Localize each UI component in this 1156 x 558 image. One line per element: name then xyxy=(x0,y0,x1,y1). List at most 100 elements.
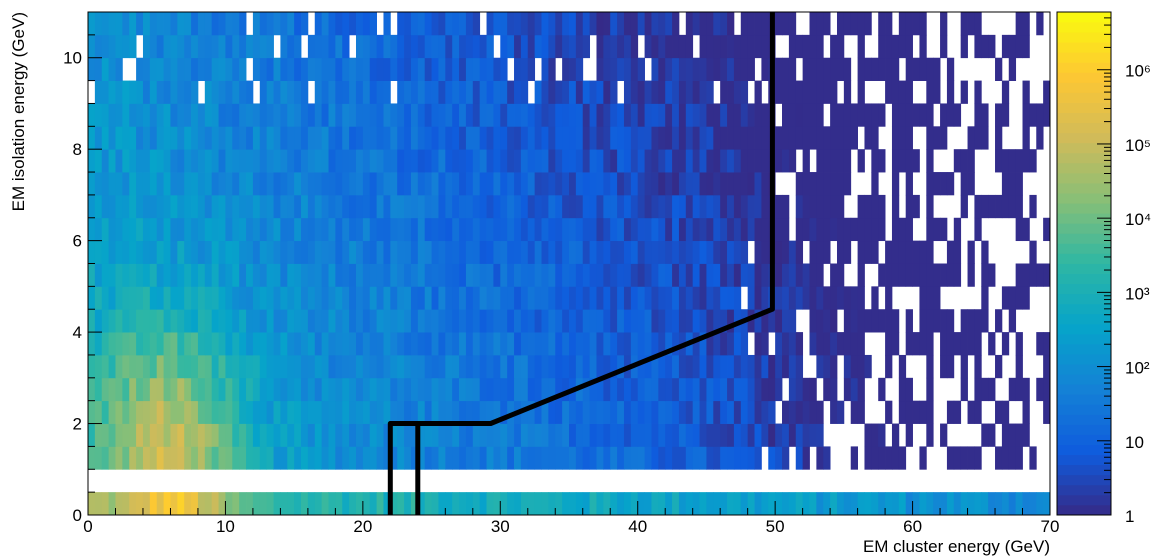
heatmap-cell xyxy=(843,332,852,356)
heatmap-cell xyxy=(355,80,364,104)
heatmap-cell xyxy=(246,80,254,104)
heatmap-cell xyxy=(562,446,570,470)
heatmap-cell xyxy=(301,217,309,242)
heatmap-cell xyxy=(287,80,295,104)
heatmap-cell xyxy=(527,240,536,264)
heatmap-cell xyxy=(692,492,700,516)
heatmap-cell xyxy=(163,217,171,242)
heatmap-cell xyxy=(967,172,975,196)
heatmap-cell xyxy=(644,34,652,59)
heatmap-cell xyxy=(355,286,364,310)
heatmap-cell xyxy=(142,12,151,36)
heatmap-cell xyxy=(940,126,948,150)
color-scale-step xyxy=(1057,384,1111,395)
heatmap-cell xyxy=(727,332,735,356)
heatmap-cell xyxy=(280,34,288,59)
heatmap-cell xyxy=(562,286,570,310)
heatmap-cell xyxy=(520,377,529,402)
heatmap-cell xyxy=(479,309,487,333)
heatmap-cell xyxy=(967,263,975,287)
heatmap-cell xyxy=(507,103,515,127)
heatmap-cell xyxy=(775,194,783,219)
heatmap-cell xyxy=(727,492,735,516)
heatmap-cell xyxy=(898,149,907,173)
heatmap-cell xyxy=(486,103,494,127)
heatmap-cell xyxy=(390,34,398,59)
heatmap-cell xyxy=(658,217,666,242)
heatmap-cell xyxy=(342,34,350,59)
color-scale-step xyxy=(1057,303,1111,315)
heatmap-cell xyxy=(864,194,872,219)
heatmap-cell xyxy=(527,263,536,287)
heatmap-cell xyxy=(562,354,570,379)
heatmap-cell xyxy=(459,172,467,196)
heatmap-cell xyxy=(891,172,900,196)
heatmap-cell xyxy=(727,34,735,59)
heatmap-cell xyxy=(184,446,192,470)
heatmap-cell xyxy=(809,126,817,150)
heatmap-cell xyxy=(1015,492,1023,516)
heatmap-cell xyxy=(335,57,343,81)
heatmap-cell xyxy=(1001,194,1010,219)
heatmap-cell xyxy=(404,309,412,333)
heatmap-cell xyxy=(94,286,103,310)
heatmap-cell xyxy=(142,286,151,310)
heatmap-cell xyxy=(321,240,329,264)
heatmap-cell xyxy=(452,286,460,310)
heatmap-cell xyxy=(507,194,515,219)
heatmap-cell xyxy=(891,103,900,127)
heatmap-cell xyxy=(885,354,893,379)
heatmap-cell xyxy=(919,263,927,287)
heatmap-cell xyxy=(191,240,199,264)
heatmap-cell xyxy=(342,194,350,219)
heatmap-cell xyxy=(672,354,680,379)
heatmap-cell xyxy=(727,446,735,470)
heatmap-cell xyxy=(177,446,185,470)
heatmap-cell xyxy=(775,332,783,356)
heatmap-cell xyxy=(582,194,591,219)
heatmap-cell xyxy=(569,103,577,127)
heatmap-cell xyxy=(252,172,261,196)
heatmap-cell xyxy=(259,126,268,150)
heatmap-cell xyxy=(782,80,790,104)
heatmap-cell xyxy=(596,103,604,127)
heatmap-cell xyxy=(514,423,522,447)
heatmap-cell xyxy=(878,217,886,242)
heatmap-cell xyxy=(301,172,309,196)
heatmap-cell xyxy=(211,103,219,127)
heatmap-cell xyxy=(115,34,123,59)
heatmap-cell xyxy=(115,446,123,470)
heatmap-cell xyxy=(644,103,652,127)
heatmap-cell xyxy=(555,423,563,447)
heatmap-cell xyxy=(665,377,673,402)
heatmap-cell xyxy=(1022,12,1030,36)
heatmap-cell xyxy=(555,446,563,470)
heatmap-cell xyxy=(816,332,824,356)
heatmap-cell xyxy=(1001,286,1010,310)
heatmap-cell xyxy=(617,263,625,287)
heatmap-cell xyxy=(417,126,426,150)
heatmap-cell xyxy=(239,172,247,196)
heatmap-cell xyxy=(775,446,783,470)
heatmap-cell xyxy=(548,354,556,379)
heatmap-cell xyxy=(809,103,817,127)
heatmap-cell xyxy=(788,57,797,81)
heatmap-cell xyxy=(149,492,158,516)
heatmap-cell xyxy=(905,34,913,59)
heatmap-cell xyxy=(651,126,659,150)
heatmap-cell xyxy=(905,194,913,219)
heatmap-cell xyxy=(149,240,158,264)
heatmap-cell xyxy=(795,34,804,59)
heatmap-cell xyxy=(1036,103,1044,127)
heatmap-cell xyxy=(191,263,199,287)
heatmap-cell xyxy=(871,446,879,470)
heatmap-cell xyxy=(575,492,584,516)
heatmap-cell xyxy=(720,217,728,242)
heatmap-cell xyxy=(1015,172,1023,196)
heatmap-cell xyxy=(383,240,391,264)
heatmap-cell xyxy=(177,492,185,516)
heatmap-cell xyxy=(479,217,487,242)
heatmap-cell xyxy=(843,149,852,173)
heatmap-cell xyxy=(534,446,542,470)
heatmap-cell xyxy=(534,103,542,127)
